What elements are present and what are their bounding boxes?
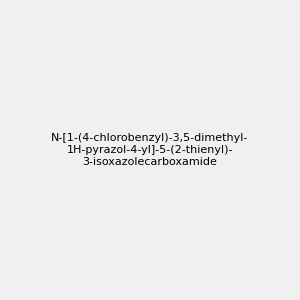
Text: N-[1-(4-chlorobenzyl)-3,5-dimethyl-
1H-pyrazol-4-yl]-5-(2-thienyl)-
3-isoxazolec: N-[1-(4-chlorobenzyl)-3,5-dimethyl- 1H-p… <box>51 134 249 166</box>
